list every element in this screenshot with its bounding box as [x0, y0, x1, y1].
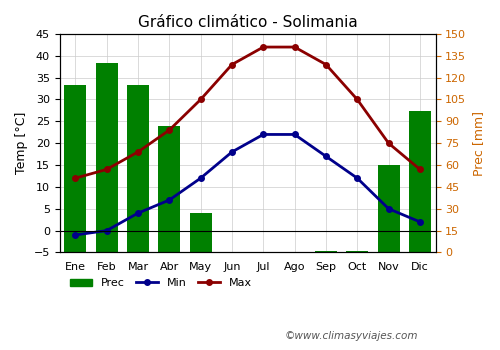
Bar [64, 85, 86, 252]
Text: ©www.climasyviajes.com: ©www.climasyviajes.com [285, 331, 418, 341]
Bar [346, 251, 368, 252]
Bar [127, 85, 149, 252]
Y-axis label: Temp [°C]: Temp [°C] [15, 112, 28, 174]
Bar [190, 213, 212, 252]
Bar [315, 251, 337, 252]
Legend: Prec, Min, Max: Prec, Min, Max [65, 274, 256, 293]
Bar [96, 63, 118, 252]
Bar [409, 111, 431, 252]
Bar [158, 126, 180, 252]
Bar [378, 165, 400, 252]
Title: Gráfico climático - Solimania: Gráfico climático - Solimania [138, 15, 358, 30]
Y-axis label: Prec [mm]: Prec [mm] [472, 111, 485, 176]
